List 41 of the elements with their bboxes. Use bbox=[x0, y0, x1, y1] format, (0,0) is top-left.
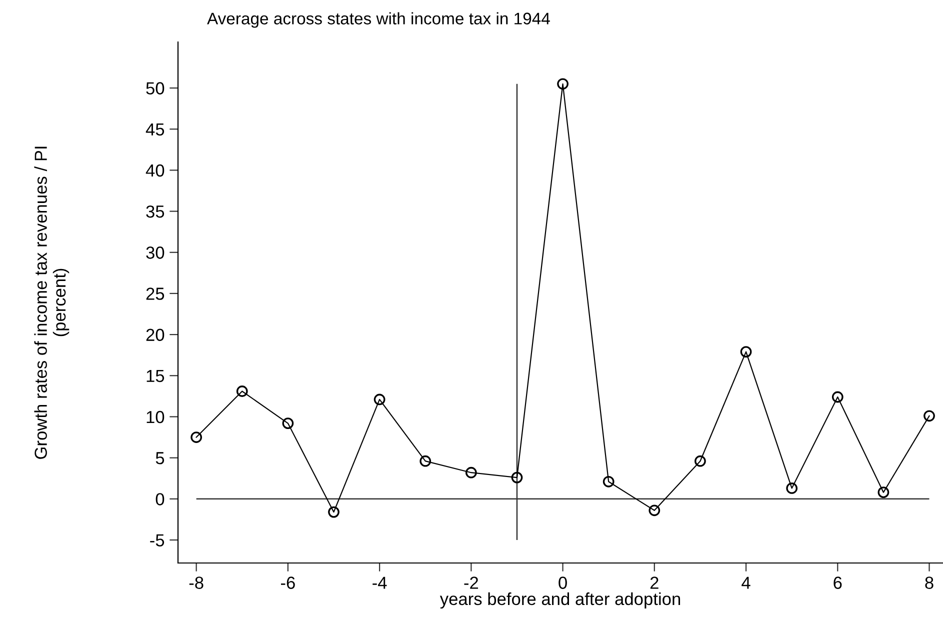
chart-title: Average across states with income tax in 1944 bbox=[207, 12, 550, 28]
point bbox=[420, 455, 432, 467]
x-tick-label: 8 bbox=[925, 576, 934, 589]
y-tick-label: 15 bbox=[146, 370, 164, 382]
x-tick-label: -2 bbox=[464, 576, 478, 589]
y-tick-label: 0 bbox=[156, 493, 164, 506]
y-tick-label: 10 bbox=[146, 410, 164, 424]
x-tick-label: 4 bbox=[742, 576, 750, 589]
point bbox=[924, 410, 935, 422]
point bbox=[557, 78, 568, 90]
point bbox=[328, 506, 340, 518]
point bbox=[832, 391, 844, 403]
point bbox=[694, 455, 706, 467]
x-axis-title: years before and after adoption bbox=[440, 592, 680, 609]
point bbox=[878, 486, 890, 498]
x-tick-label: 0 bbox=[558, 576, 567, 589]
point bbox=[465, 466, 477, 478]
y-tick-label: 40 bbox=[146, 164, 164, 177]
point bbox=[740, 346, 752, 358]
x-tick-label: 6 bbox=[834, 576, 842, 589]
point bbox=[648, 504, 660, 516]
y-tick-label: 45 bbox=[146, 123, 164, 136]
y-tick-label: 35 bbox=[146, 205, 164, 218]
point bbox=[511, 472, 523, 484]
y-tick-label: 30 bbox=[146, 246, 164, 259]
y-tick-label: 50 bbox=[146, 82, 164, 94]
point bbox=[190, 432, 202, 443]
x-tick-label: -8 bbox=[189, 576, 204, 589]
point bbox=[602, 476, 614, 488]
y-axis-title: Growth rates of income tax revenues / PI (percent) bbox=[34, 146, 70, 459]
y-tick-label: 20 bbox=[146, 328, 164, 342]
x-tick-label: -6 bbox=[280, 576, 295, 589]
y-tick-label: 5 bbox=[156, 452, 164, 464]
y-tick-label: -5 bbox=[150, 534, 164, 546]
point bbox=[786, 482, 798, 494]
y-tick-label: 25 bbox=[146, 288, 164, 300]
point bbox=[282, 418, 294, 429]
x-tick-label: 2 bbox=[650, 576, 658, 589]
x-tick-label: -4 bbox=[372, 576, 387, 589]
point bbox=[236, 386, 248, 397]
point bbox=[374, 394, 386, 406]
